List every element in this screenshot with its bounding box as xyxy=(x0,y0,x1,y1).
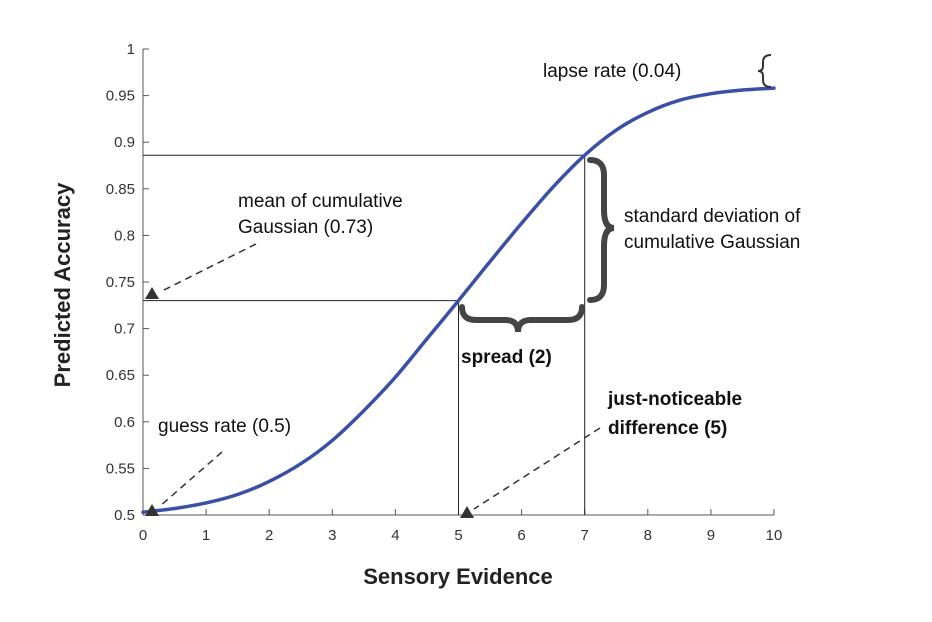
jnd-arrow-head-icon xyxy=(460,506,474,518)
y-tick-label: 0.5 xyxy=(114,507,135,524)
y-tick-label: 0.8 xyxy=(114,227,135,244)
jnd-label-line2: difference (5) xyxy=(608,418,727,439)
y-tick-label: 0.75 xyxy=(106,274,135,291)
annotation-lapse: lapse rate (0.04) xyxy=(543,54,772,88)
mean-arrow-head-icon xyxy=(145,287,159,299)
x-tick-label: 5 xyxy=(454,527,462,544)
mean-label-line1: mean of cumulative xyxy=(238,191,403,212)
x-tick-label: 3 xyxy=(328,527,336,544)
lapse-brace-icon xyxy=(757,54,772,88)
y-tick-label: 0.55 xyxy=(106,460,135,477)
x-tick-label: 7 xyxy=(581,527,589,544)
y-tick-label: 0.6 xyxy=(114,414,135,431)
y-tick-label: 0.95 xyxy=(106,88,135,105)
sd-brace-icon xyxy=(587,157,615,303)
y-axis-title: Predicted Accuracy xyxy=(50,182,75,387)
psychometric-curve xyxy=(141,86,776,514)
jnd-label-line1: just-noticeable xyxy=(607,389,742,410)
x-tick-label: 0 xyxy=(139,527,147,544)
y-tick-label: 1 xyxy=(127,41,135,58)
y-tick-label: 0.7 xyxy=(114,321,135,338)
x-tick-label: 6 xyxy=(517,527,525,544)
sd-label-line2: cumulative Gaussian xyxy=(624,232,800,253)
guess-arrow-line xyxy=(159,451,223,507)
lapse-rate-label: lapse rate (0.04) xyxy=(543,61,681,82)
x-tick-label: 8 xyxy=(644,527,652,544)
x-tick-label: 10 xyxy=(766,527,783,544)
y-tick-label: 0.85 xyxy=(106,181,135,198)
annotation-mean: mean of cumulative Gaussian (0.73) xyxy=(145,191,403,299)
annotation-jnd: just-noticeable difference (5) xyxy=(460,389,742,518)
spread-label: spread (2) xyxy=(461,347,552,368)
tick-marks: 0 1 2 3 4 5 6 7 8 9 10 0.5 0.55 0.6 0.65 0.7 0.75 0.8 0.85… xyxy=(106,41,783,544)
y-tick-label: 0.9 xyxy=(114,134,135,151)
jnd-arrow-line xyxy=(473,427,601,510)
mean-label-line2: Gaussian (0.73) xyxy=(238,217,373,238)
reference-lines xyxy=(143,154,586,515)
annotation-spread: spread (2) xyxy=(459,304,585,368)
spread-brace-icon xyxy=(459,304,585,333)
x-axis-title: Sensory Evidence xyxy=(363,564,553,589)
x-tick-label: 4 xyxy=(391,527,399,544)
annotation-sd: standard deviation of cumulative Gaussia… xyxy=(587,157,801,303)
x-tick-label: 2 xyxy=(265,527,273,544)
y-tick-label: 0.65 xyxy=(106,367,135,384)
sd-label-line1: standard deviation of xyxy=(624,206,801,227)
guess-arrow-head-icon xyxy=(145,504,159,516)
x-tick-label: 1 xyxy=(202,527,210,544)
annotation-guess: guess rate (0.5) xyxy=(145,416,291,516)
mean-arrow-line xyxy=(159,243,257,293)
curve-layer xyxy=(141,86,776,514)
x-tick-label: 9 xyxy=(707,527,715,544)
guess-rate-label: guess rate (0.5) xyxy=(158,416,291,437)
